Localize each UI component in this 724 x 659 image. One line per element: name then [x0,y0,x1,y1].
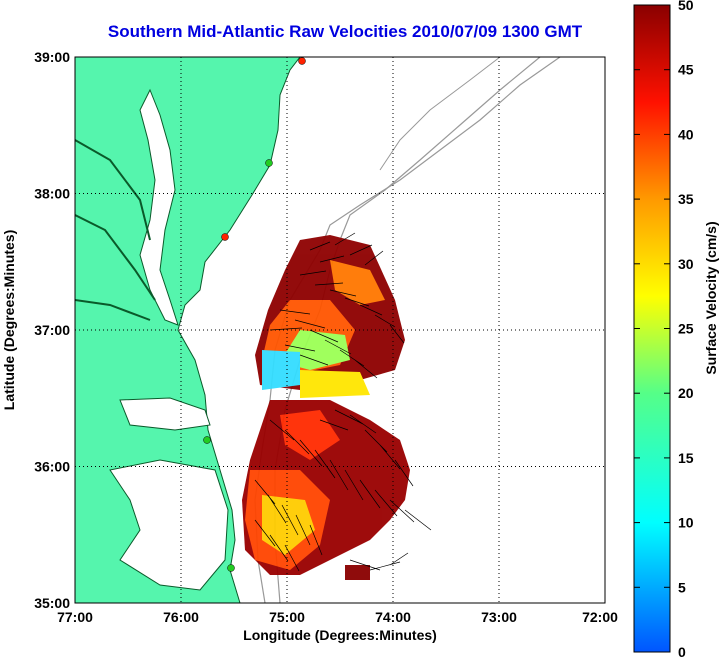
x-tick: 73:00 [481,609,517,625]
y-tick: 37:00 [34,322,70,338]
river-a [75,139,151,241]
colorbar-tick: 25 [678,321,694,337]
albemarle-sound [119,397,211,431]
station-marker-green [265,159,273,167]
river-c [75,299,151,321]
y-tick: 38:00 [34,186,70,202]
y-tick-labels: 39:00 38:00 37:00 36:00 35:00 [34,49,70,611]
x-tick: 75:00 [269,609,305,625]
station-marker-red [221,233,229,241]
chesapeake-bay [139,88,179,326]
station-marker-green [227,564,235,572]
colorbar-tick: 30 [678,256,694,272]
y-tick: 36:00 [34,459,70,475]
colorbar-tick: 50 [678,0,694,13]
map-title: Southern Mid-Atlantic Raw Velocities 201… [107,22,583,41]
colorbar-tick: 0 [678,644,686,659]
colorbar-tick-labels: 50 45 40 35 30 25 20 15 10 5 0 [678,0,694,659]
x-axis-label: Longitude (Degrees:Minutes) [243,627,437,643]
colorbar-tick: 40 [678,126,694,142]
y-tick: 35:00 [34,595,70,611]
x-tick: 74:00 [375,609,411,625]
colorbar-tick: 15 [678,450,694,466]
colorbar-tick: 5 [678,579,686,595]
colorbar-tick: 20 [678,385,694,401]
colorbar-label: Surface Velocity (cm/s) [703,221,719,374]
y-tick: 39:00 [34,49,70,65]
station-marker-red [298,57,306,65]
colorbar-ticks [634,69,670,588]
x-tick-labels: 77:00 76:00 75:00 74:00 73:00 72:00 [57,609,618,625]
velocity-vectors [254,232,432,572]
x-tick: 77:00 [57,609,93,625]
pamlico-sound [109,459,229,591]
grid [75,57,605,603]
river-b [75,214,156,301]
x-tick: 72:00 [582,609,618,625]
velocity-field [242,235,410,580]
station-marker-green [203,436,211,444]
colorbar-tick: 45 [678,62,694,78]
colorbar-tick: 35 [678,191,694,207]
y-axis-label: Latitude (Degrees:Minutes) [1,230,17,410]
colorbar-tick: 10 [678,515,694,531]
station-markers [203,57,306,572]
x-tick: 76:00 [163,609,199,625]
